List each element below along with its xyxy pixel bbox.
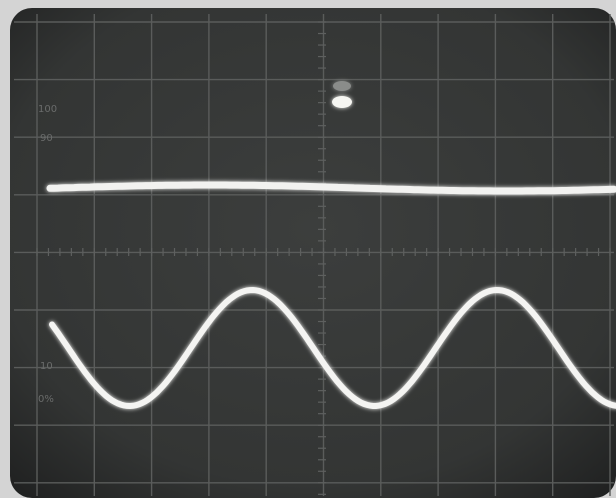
bright-dot bbox=[332, 96, 352, 108]
dim-dot bbox=[333, 81, 351, 91]
graticule-label: 0% bbox=[38, 394, 54, 405]
graticule-label: 100 bbox=[38, 104, 57, 115]
page: 100 90 10 0% (() => { const data = JSON.… bbox=[0, 0, 616, 498]
graticule-label: 10 bbox=[40, 361, 53, 372]
oscilloscope-photo: 100 90 10 0% bbox=[0, 0, 616, 498]
graticule-label: 90 bbox=[40, 133, 53, 144]
